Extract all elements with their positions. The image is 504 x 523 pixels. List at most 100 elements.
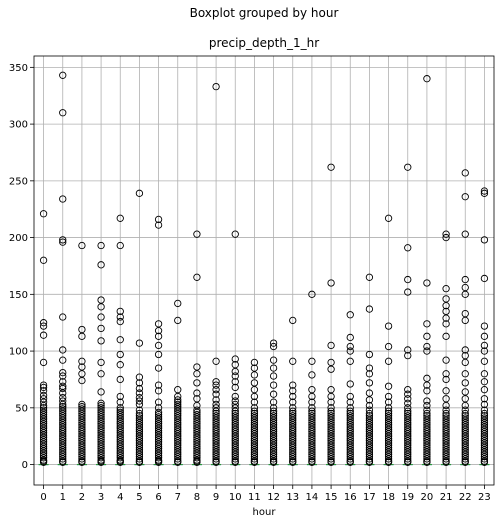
flier-point: [442, 375, 450, 384]
flier-point: [39, 458, 48, 466]
flier-point: [384, 398, 393, 406]
flier-point: [231, 404, 239, 412]
flier-point: [116, 317, 124, 326]
flier-point: [250, 392, 259, 401]
x-tick-label: 12: [267, 492, 280, 503]
flier-point: [423, 397, 431, 405]
flier-point: [39, 454, 48, 462]
flier-point: [327, 404, 335, 412]
flier-point: [423, 458, 431, 466]
y-tick-label: 350: [9, 63, 28, 74]
flier-point: [97, 241, 105, 250]
flier-point: [346, 392, 354, 401]
flier-point: [212, 386, 220, 394]
flier-point: [212, 396, 220, 404]
flier-point: [442, 320, 450, 328]
chart-suptitle: Boxplot grouped by hour: [190, 6, 339, 20]
flier-point: [135, 389, 144, 397]
flier-point: [365, 396, 374, 404]
flier-point: [384, 382, 393, 390]
flier-point: [39, 398, 48, 406]
flier-point: [289, 387, 297, 395]
flier-point: [231, 355, 239, 363]
flier-point: [461, 401, 469, 410]
flier-point: [39, 210, 48, 218]
flier-point: [97, 324, 105, 333]
flier-point: [442, 233, 450, 242]
flier-point: [384, 452, 393, 461]
y-tick-label: 250: [9, 176, 28, 187]
flier-point: [116, 375, 124, 384]
flier-point: [461, 290, 469, 298]
x-tick-label: 5: [136, 492, 142, 503]
x-tick-label: 2: [79, 492, 85, 503]
flier-point: [423, 332, 431, 340]
flier-point: [480, 189, 489, 197]
flier-point: [442, 356, 450, 364]
flier-point: [327, 392, 335, 401]
flier-point: [78, 455, 86, 463]
flier-point: [404, 458, 412, 466]
flier-point: [269, 372, 278, 380]
flier-point: [442, 332, 450, 340]
flier-point: [269, 452, 278, 461]
flier-point: [404, 399, 412, 407]
flier-point: [346, 452, 354, 461]
flier-point: [135, 373, 144, 381]
flier-point: [480, 332, 489, 340]
flier-point: [231, 372, 239, 380]
flier-point: [289, 398, 297, 406]
flier-point: [78, 452, 86, 461]
flier-point: [480, 455, 489, 463]
flier-point: [384, 458, 393, 466]
flier-point: [250, 404, 259, 412]
flier-point: [346, 458, 354, 466]
flier-point: [135, 384, 144, 393]
flier-point: [231, 230, 239, 238]
flier-point: [250, 371, 259, 379]
flier-point: [59, 397, 67, 405]
flier-point: [384, 342, 393, 351]
flier-point: [269, 458, 278, 466]
flier-point: [59, 458, 67, 466]
flier-point: [59, 313, 67, 321]
x-tick-label: 23: [478, 492, 491, 503]
x-tick-label: 11: [248, 492, 261, 503]
flier-point: [231, 367, 239, 376]
flier-point: [461, 169, 469, 177]
flier-point: [97, 313, 105, 321]
flier-point: [423, 342, 431, 351]
flier-point: [289, 455, 297, 463]
flier-point: [442, 314, 450, 322]
flier-point: [442, 302, 450, 310]
x-tick-label: 13: [286, 492, 299, 503]
flier-point: [346, 398, 354, 406]
flier-point: [442, 458, 450, 466]
flier-point: [461, 452, 469, 461]
flier-point: [365, 370, 374, 378]
flier-point: [423, 279, 431, 287]
flier-point: [97, 358, 105, 367]
flier-point: [346, 311, 354, 319]
flier-point: [154, 215, 163, 224]
flier-point: [193, 379, 201, 387]
chart-title: precip_depth_1_hr: [209, 36, 319, 50]
flier-point: [461, 370, 469, 378]
x-tick-label: 10: [229, 492, 242, 503]
flier-point: [59, 455, 67, 463]
x-tick-label: 1: [60, 492, 66, 503]
flier-point: [289, 404, 297, 412]
flier-point: [39, 358, 48, 367]
flier-point: [135, 455, 144, 463]
flier-point: [154, 341, 163, 350]
flier-point: [135, 458, 144, 466]
flier-point: [365, 401, 374, 410]
y-tick-label: 50: [15, 403, 28, 414]
flier-point: [39, 256, 48, 264]
flier-point: [327, 163, 335, 171]
y-tick-label: 200: [9, 233, 28, 244]
flier-point: [231, 455, 239, 463]
flier-point: [269, 342, 278, 351]
flier-point: [174, 452, 182, 461]
flier-point: [39, 387, 48, 395]
